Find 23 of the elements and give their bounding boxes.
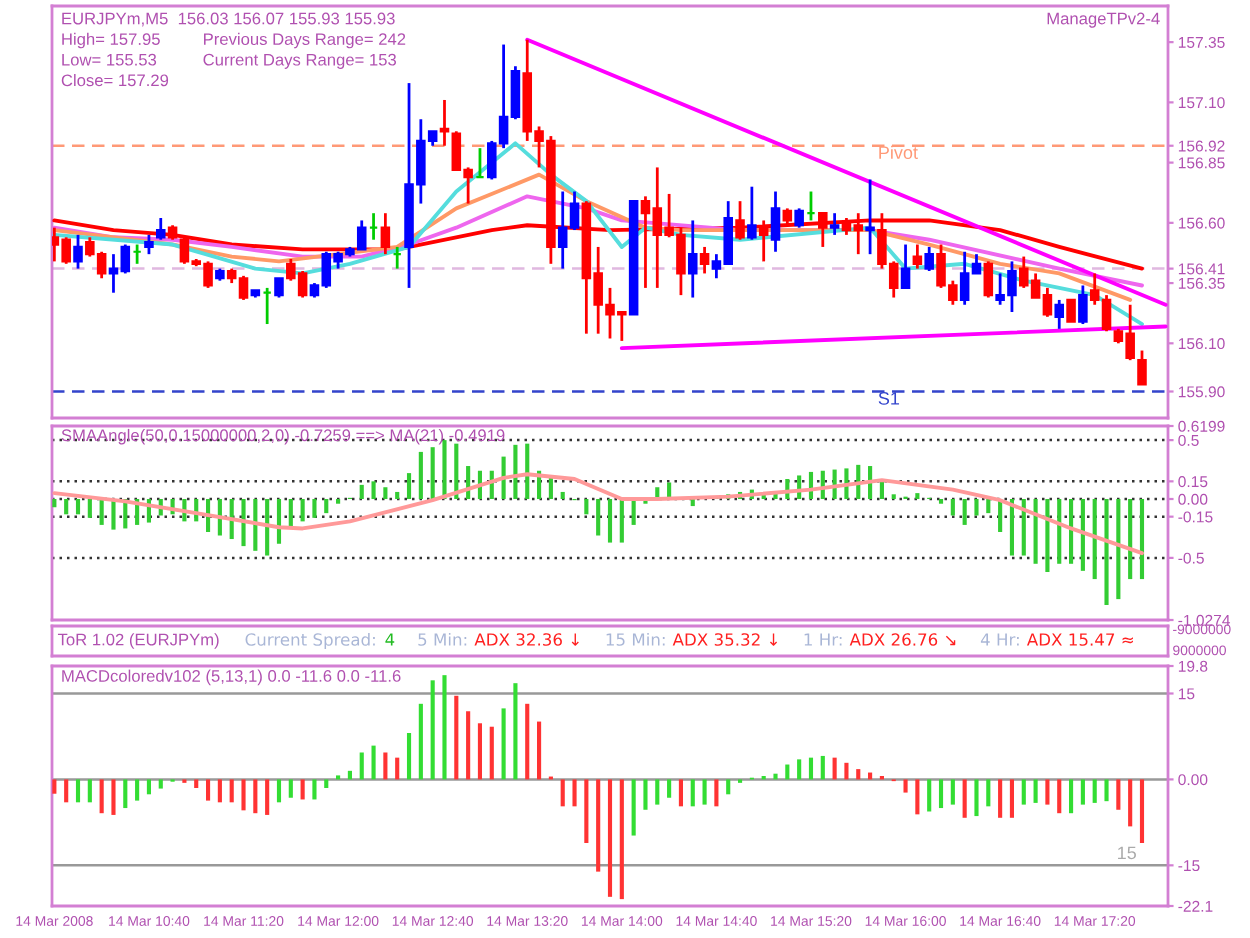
chart-title: SMAAngle(50,0.15000000,2,0) -0.7259 ==> MA(21) -0.4919 <box>61 428 505 445</box>
annotation: Low= 155.53 <box>62 53 157 66</box>
text: 5 Min: <box>418 632 467 646</box>
text: 4 Hr: <box>980 633 1019 646</box>
text: ADX 15.47 ≈ <box>1026 633 1133 646</box>
text: 4 <box>385 633 395 646</box>
annotation: High= 157.95 <box>62 32 160 49</box>
text: ADX 35.32 ↓ <box>672 633 778 646</box>
annotation: 15 <box>1118 846 1136 860</box>
text: ADX 26.76 ↘ <box>849 633 956 646</box>
text: 15 Min: <box>606 632 665 646</box>
text: Current Spread: <box>245 632 375 650</box>
text: 1 Hr: <box>804 633 842 646</box>
ref-line-label: S1 <box>878 391 900 405</box>
text: ToR 1.02 (EURJPYm) <box>57 633 219 649</box>
annotation: ManageTPv2-4 <box>1047 12 1160 28</box>
text: ADX 32.36 ↓ <box>474 633 579 646</box>
annotation: Previous Days Range= 242 <box>204 32 406 49</box>
chart-title: EURJPYm,M5 156.03 156.07 155.93 155.93 <box>62 12 395 27</box>
chart-title: MACDcoloredv102 (5,13,1) 0.0 -11.6 0.0 -11.6 <box>62 669 401 686</box>
annotation: Close= 157.29 <box>61 73 169 87</box>
ref-line-label: Pivot <box>879 145 918 160</box>
annotation: Current Days Range= 153 <box>203 53 397 69</box>
